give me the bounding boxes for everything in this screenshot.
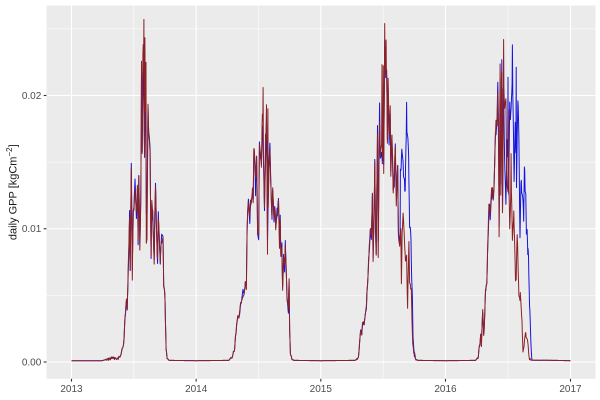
svg-text:2016: 2016 <box>434 384 457 395</box>
svg-text:0.01: 0.01 <box>22 224 42 235</box>
svg-text:2017: 2017 <box>559 384 582 395</box>
svg-text:2014: 2014 <box>185 384 208 395</box>
svg-text:2015: 2015 <box>310 384 333 395</box>
svg-text:daily GPP [kgCm−2]: daily GPP [kgCm−2] <box>5 144 20 240</box>
svg-text:2013: 2013 <box>60 384 83 395</box>
svg-text:0.00: 0.00 <box>22 358 42 369</box>
svg-text:0.02: 0.02 <box>22 91 42 102</box>
